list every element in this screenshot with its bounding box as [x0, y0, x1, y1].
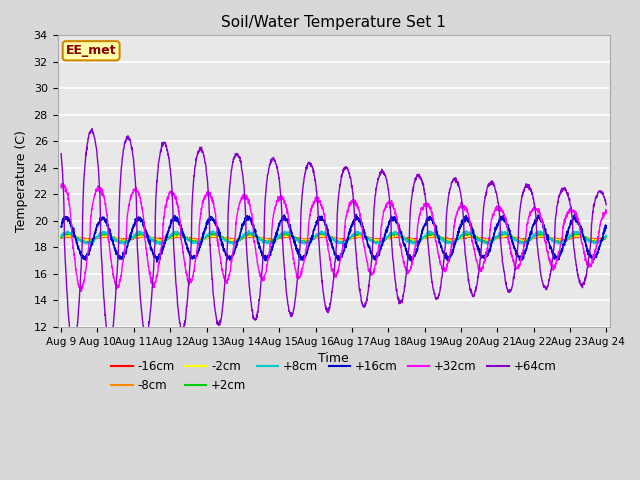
+2cm	[227, 240, 235, 246]
-16cm	[209, 234, 217, 240]
+64cm	[555, 195, 563, 201]
-8cm	[589, 238, 597, 244]
+16cm	[153, 259, 161, 265]
+64cm	[88, 126, 96, 132]
-16cm	[493, 235, 500, 241]
-8cm	[602, 234, 610, 240]
+64cm	[350, 201, 358, 206]
+2cm	[493, 235, 500, 241]
-2cm	[349, 234, 357, 240]
-8cm	[209, 234, 217, 240]
+2cm	[209, 231, 217, 237]
-2cm	[554, 238, 562, 243]
X-axis label: Time: Time	[318, 352, 349, 365]
-16cm	[362, 234, 369, 240]
+2cm	[362, 233, 369, 239]
-8cm	[492, 235, 500, 241]
-8cm	[576, 232, 584, 238]
-2cm	[570, 233, 577, 239]
+32cm	[493, 207, 500, 213]
+8cm	[555, 239, 563, 245]
+16cm	[570, 216, 577, 221]
-16cm	[570, 235, 577, 240]
-16cm	[58, 235, 65, 241]
+2cm	[570, 232, 577, 238]
Line: -2cm: -2cm	[61, 234, 606, 242]
Line: +32cm: +32cm	[61, 183, 606, 291]
+64cm	[493, 191, 500, 196]
-2cm	[139, 231, 147, 237]
+32cm	[602, 210, 610, 216]
+8cm	[362, 234, 369, 240]
Line: +64cm: +64cm	[61, 129, 606, 349]
Line: +8cm: +8cm	[61, 230, 606, 245]
+8cm	[209, 229, 217, 235]
Line: -8cm: -8cm	[61, 235, 606, 241]
Line: -16cm: -16cm	[61, 236, 606, 240]
+16cm	[555, 257, 563, 263]
+8cm	[602, 232, 610, 238]
-8cm	[58, 235, 65, 240]
-8cm	[361, 234, 369, 240]
+16cm	[602, 225, 610, 231]
Text: EE_met: EE_met	[66, 44, 116, 57]
+2cm	[555, 239, 563, 245]
-2cm	[58, 234, 65, 240]
-2cm	[556, 240, 563, 245]
Legend: -16cm, -8cm, -2cm, +2cm, +8cm, +16cm, +32cm, +64cm: -16cm, -8cm, -2cm, +2cm, +8cm, +16cm, +3…	[107, 355, 561, 396]
+2cm	[58, 235, 65, 240]
Line: +2cm: +2cm	[61, 233, 606, 243]
-16cm	[350, 234, 358, 240]
+8cm	[493, 234, 500, 240]
+16cm	[58, 224, 65, 230]
+64cm	[362, 301, 369, 307]
-2cm	[362, 233, 369, 239]
+32cm	[362, 251, 369, 256]
+2cm	[207, 230, 215, 236]
+32cm	[77, 288, 85, 294]
-2cm	[209, 233, 217, 239]
+64cm	[570, 241, 577, 247]
+16cm	[493, 224, 500, 230]
-16cm	[555, 236, 563, 241]
-2cm	[492, 236, 500, 241]
Line: +16cm: +16cm	[61, 215, 606, 262]
+2cm	[602, 233, 610, 239]
+32cm	[58, 182, 65, 188]
+2cm	[350, 233, 358, 239]
+32cm	[210, 200, 218, 205]
-8cm	[570, 234, 577, 240]
+16cm	[349, 219, 357, 225]
+8cm	[570, 230, 577, 236]
+8cm	[156, 242, 164, 248]
+32cm	[570, 209, 577, 215]
-16cm	[602, 235, 610, 241]
+64cm	[58, 151, 65, 156]
+64cm	[68, 346, 76, 352]
+8cm	[58, 233, 65, 239]
+8cm	[245, 228, 253, 233]
+32cm	[60, 180, 67, 186]
+16cm	[209, 217, 217, 223]
+8cm	[350, 232, 358, 238]
-16cm	[304, 237, 312, 243]
Title: Soil/Water Temperature Set 1: Soil/Water Temperature Set 1	[221, 15, 446, 30]
+64cm	[602, 202, 610, 208]
+64cm	[210, 295, 218, 300]
+32cm	[555, 249, 563, 255]
Y-axis label: Temperature (C): Temperature (C)	[15, 130, 28, 232]
+16cm	[353, 212, 360, 217]
-8cm	[349, 234, 357, 240]
-2cm	[602, 235, 610, 240]
-8cm	[554, 236, 562, 242]
-16cm	[63, 233, 70, 239]
+16cm	[362, 236, 369, 242]
+32cm	[350, 201, 358, 206]
